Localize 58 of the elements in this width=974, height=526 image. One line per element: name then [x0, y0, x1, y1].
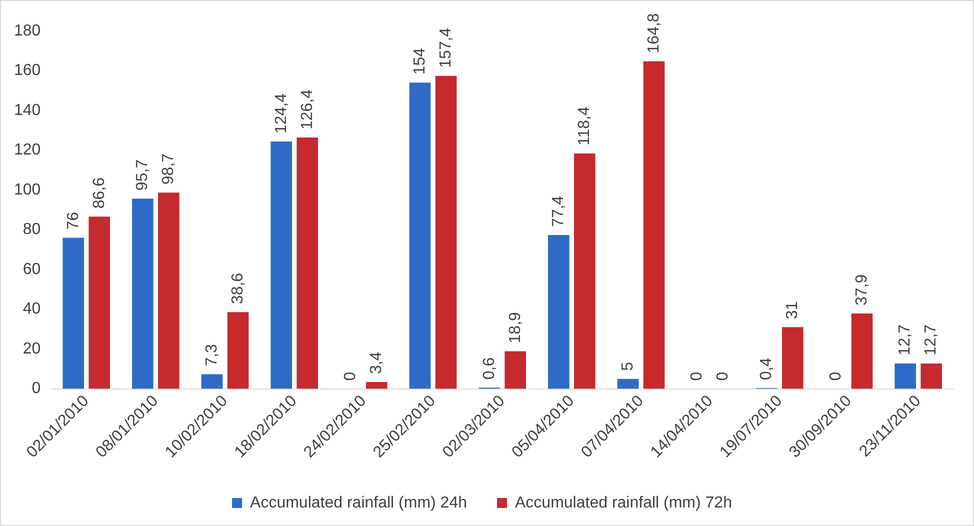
data-label: 7,3 — [203, 344, 220, 366]
bar — [920, 364, 942, 389]
bar — [296, 138, 318, 389]
bar — [62, 238, 84, 389]
data-label: 95,7 — [134, 159, 152, 191]
y-tick-label: 20 — [22, 340, 41, 358]
y-tick-label: 60 — [22, 260, 41, 278]
bar — [409, 82, 431, 389]
y-tick-label: 40 — [22, 300, 41, 318]
bar — [574, 153, 596, 389]
data-label: 0,6 — [480, 357, 498, 380]
data-label: 77,4 — [550, 196, 568, 227]
data-label: 3,4 — [368, 352, 386, 374]
data-label: 98,7 — [160, 153, 178, 185]
legend-label: Accumulated rainfall (mm) 24h — [250, 494, 467, 512]
bar — [548, 234, 570, 389]
data-label: 157,4 — [437, 28, 454, 68]
legend-label: Accumulated rainfall (mm) 72h — [515, 494, 732, 512]
data-label: 37,9 — [853, 274, 870, 306]
data-label: 76 — [64, 212, 82, 230]
data-label: 12,7 — [896, 324, 914, 356]
data-label: 31 — [784, 301, 802, 320]
data-label: 126,4 — [298, 89, 316, 130]
data-label: 86,6 — [90, 177, 108, 209]
data-label: 118,4 — [576, 106, 594, 146]
bar — [201, 374, 223, 389]
bar — [435, 76, 457, 389]
data-label: 0 — [688, 372, 706, 381]
data-label: 124,4 — [272, 93, 290, 134]
data-label: 154 — [411, 48, 428, 75]
bar — [132, 198, 154, 389]
bar — [270, 142, 292, 389]
data-label: 0 — [827, 372, 844, 381]
bar — [227, 312, 249, 389]
y-tick-label: 80 — [22, 221, 41, 238]
y-tick-label: 140 — [14, 102, 41, 119]
bar — [158, 192, 180, 389]
y-tick-label: 100 — [14, 181, 41, 198]
bar — [88, 216, 110, 389]
data-label: 12,7 — [922, 324, 940, 356]
data-label: 38,6 — [229, 272, 246, 304]
data-label: 0,4 — [758, 358, 776, 380]
bar — [366, 382, 388, 389]
bar — [782, 327, 804, 389]
bar — [851, 313, 873, 389]
data-label: 0 — [342, 372, 360, 381]
data-label: 164,8 — [645, 13, 662, 54]
bar — [617, 378, 639, 389]
data-label: 18,9 — [506, 312, 524, 344]
data-label: 5 — [619, 362, 636, 371]
bar — [504, 351, 526, 389]
y-tick-label: 0 — [32, 380, 41, 398]
y-tick-label: 180 — [14, 22, 41, 40]
data-label: 0 — [714, 372, 732, 381]
bar — [894, 364, 916, 389]
y-tick-label: 120 — [14, 142, 41, 159]
y-tick-label: 160 — [14, 62, 41, 80]
bar — [643, 61, 665, 389]
